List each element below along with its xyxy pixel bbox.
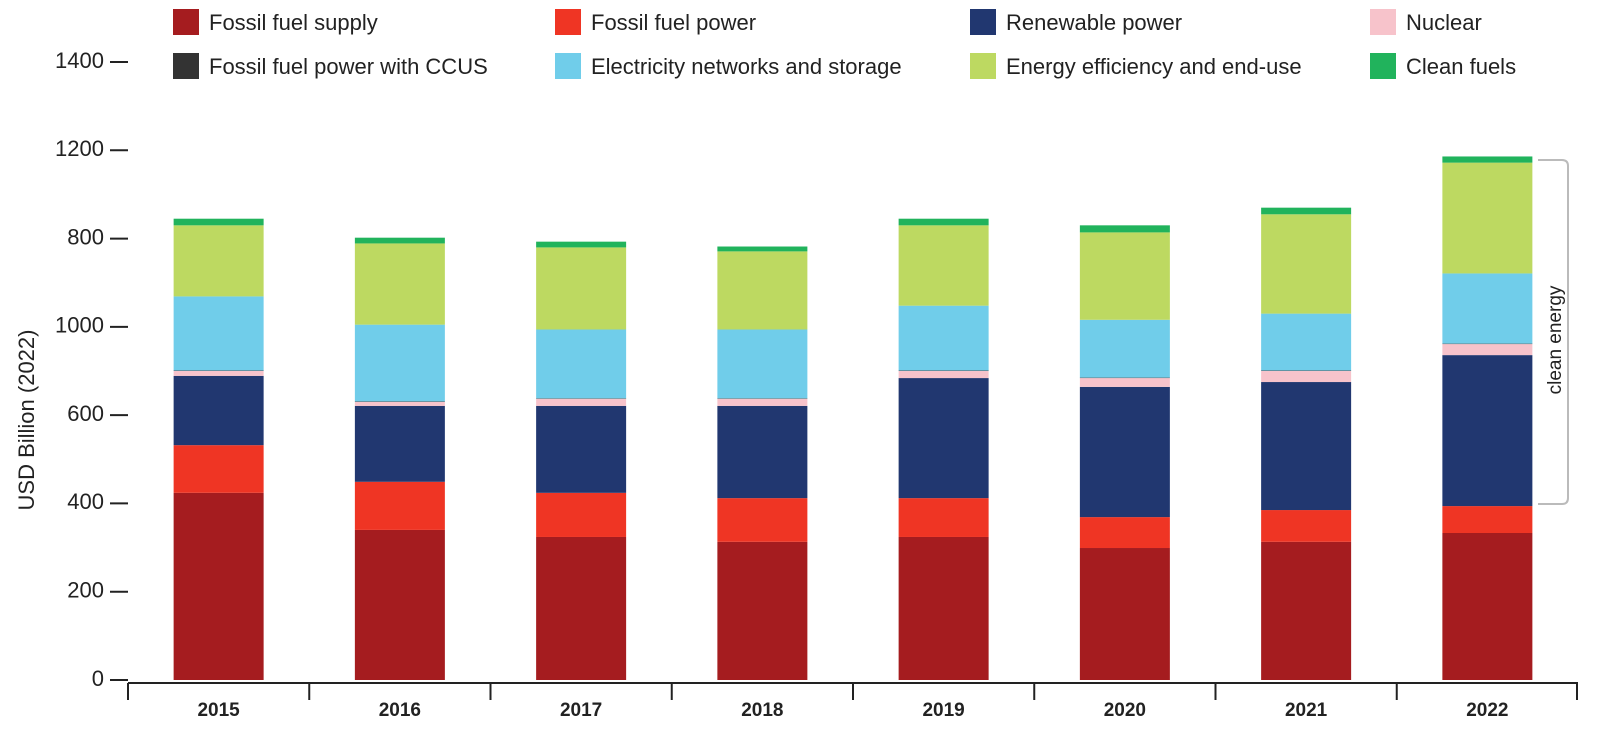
bar-segment (354, 237, 445, 244)
y-tick-label: 800 (67, 224, 104, 249)
legend-swatch (1370, 9, 1396, 35)
bar-segment (354, 401, 445, 406)
bar-segment (536, 492, 627, 537)
legend-label: Nuclear (1406, 10, 1482, 35)
legend-swatch (173, 9, 199, 35)
bar-segment (173, 375, 264, 446)
legend-swatch (173, 53, 199, 79)
y-tick-label: 0 (92, 666, 104, 691)
bar-segment (898, 225, 989, 306)
legend-label: Renewable power (1006, 10, 1182, 35)
legend-label: Energy efficiency and end-use (1006, 54, 1302, 79)
legend-swatch (555, 53, 581, 79)
y-axis-title: USD Billion (2022) (14, 330, 39, 511)
bar-segment (173, 218, 264, 226)
x-tick-label: 2021 (1285, 700, 1328, 721)
bar-segment (717, 329, 808, 399)
bar-segment (1261, 371, 1352, 383)
y-tick-label: 400 (67, 489, 104, 514)
x-tick-label: 2022 (1466, 700, 1508, 721)
annotation: clean energy (1545, 285, 1566, 394)
bar-segment (536, 247, 627, 330)
bar-segment (1261, 541, 1352, 680)
bar-segment (354, 405, 445, 482)
bar-segment (536, 536, 627, 680)
bar-segment (1261, 382, 1352, 511)
legend-swatch (555, 9, 581, 35)
bracket (1538, 159, 1569, 505)
legend-label: Fossil fuel supply (209, 10, 378, 35)
y-tick-label: 600 (67, 401, 104, 426)
bar-segment (1442, 355, 1533, 507)
x-tick-label: 2020 (1104, 700, 1146, 721)
bar-segment (536, 241, 627, 248)
bar-segment (1079, 517, 1170, 549)
bar-segment (354, 529, 445, 680)
bar-segment (717, 398, 808, 406)
bar-segment (1079, 378, 1170, 387)
bar-segment (1261, 313, 1352, 371)
bar-segment (1261, 214, 1352, 314)
bar-segment (173, 492, 264, 680)
legend-swatch (970, 9, 996, 35)
x-tick-label: 2019 (922, 700, 964, 721)
bar-segment (898, 371, 989, 379)
legend-label: Fossil fuel power (591, 10, 756, 35)
bar-segment (173, 225, 264, 297)
legend-label: Clean fuels (1406, 54, 1516, 79)
bar-segment (717, 246, 808, 252)
bar-segment (717, 541, 808, 680)
bar-segment (1442, 506, 1533, 534)
bar-segment (1079, 386, 1170, 518)
bar-segment (717, 498, 808, 542)
bar-segment (354, 481, 445, 530)
y-tick-label: 1000 (55, 313, 104, 338)
bar-segment (1079, 232, 1170, 320)
bar-segment (1261, 510, 1352, 542)
bar-segment (898, 498, 989, 537)
bar-segment (717, 251, 808, 330)
bar-segment (536, 398, 627, 406)
x-tick-label: 2016 (379, 700, 421, 721)
bar-segment (173, 371, 264, 376)
bar-segment (536, 329, 627, 399)
bar-segment (1079, 548, 1170, 680)
bar-segment (717, 405, 808, 499)
legend-swatch (970, 53, 996, 79)
bar-segment (1079, 319, 1170, 378)
y-tick-label: 200 (67, 578, 104, 603)
bar-segment (1442, 273, 1533, 344)
bar-segment (354, 324, 445, 402)
bar-segment (898, 536, 989, 680)
x-tick-label: 2015 (197, 700, 240, 721)
x-tick-label: 2017 (560, 700, 602, 721)
x-tick-label: 2018 (741, 700, 783, 721)
bar-segment (1442, 162, 1533, 274)
bar-segment (1442, 344, 1533, 356)
y-tick-label: 1200 (55, 136, 104, 161)
bar-segment (173, 296, 264, 371)
bar-segment (536, 405, 627, 493)
bar-segment (1442, 156, 1533, 163)
bar-segment (898, 305, 989, 371)
y-tick-label: 1400 (55, 48, 104, 73)
bar-segment (173, 445, 264, 493)
bar-segment (1079, 225, 1170, 233)
legend-label: Fossil fuel power with CCUS (209, 54, 488, 79)
bar-segment (354, 243, 445, 325)
bar-segment (1261, 207, 1352, 215)
legend-swatch (1370, 53, 1396, 79)
bar-segment (898, 378, 989, 499)
legend-label: Electricity networks and storage (591, 54, 902, 79)
bar-segment (1442, 533, 1533, 680)
bar-segment (898, 218, 989, 226)
